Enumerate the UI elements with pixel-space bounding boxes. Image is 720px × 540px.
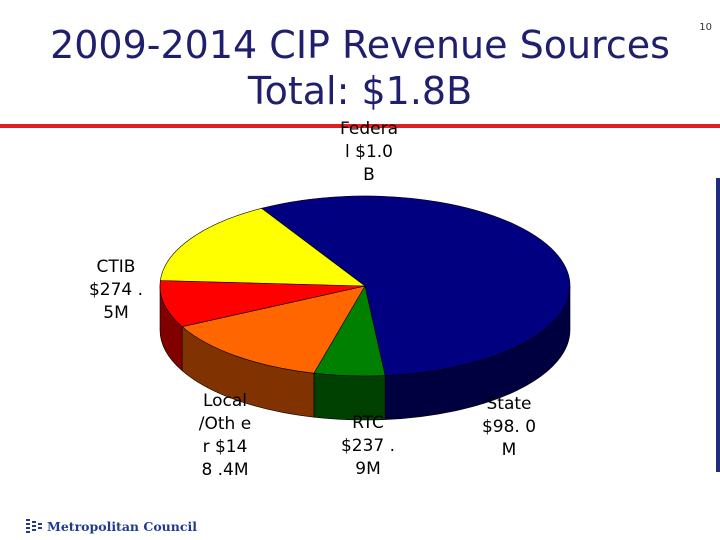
slice-label-state: State $98. 0M — [481, 394, 537, 460]
pie-slice-local-other — [159, 280, 366, 328]
pie-slice-federal — [260, 195, 571, 376]
slice-label-rtc: RTC $237 .9M — [340, 413, 396, 479]
right-edge-bar — [716, 178, 720, 472]
metropolitan-council-logo-icon — [26, 519, 42, 533]
metropolitan-council-logo: Metropolitan Council — [26, 518, 197, 534]
slice-label-ctib: CTIB $274 .5M — [88, 257, 144, 323]
slice-label-local-other: Local /Oth er $148 .4M — [198, 391, 252, 480]
slide-title: 2009-2014 CIP Revenue Sources Total: $1.… — [40, 22, 680, 114]
title-divider — [0, 124, 720, 128]
slice-label-federal: Federal $1.0 B — [340, 119, 398, 185]
pie-slice-rtc — [181, 285, 366, 374]
pie-slice-ctib — [160, 207, 366, 287]
title-line-1: 2009-2014 CIP Revenue Sources — [50, 23, 670, 67]
page-number: 10 — [699, 22, 712, 33]
title-line-2: Total: $1.8B — [247, 69, 473, 113]
logo-text: Metropolitan Council — [47, 518, 197, 534]
